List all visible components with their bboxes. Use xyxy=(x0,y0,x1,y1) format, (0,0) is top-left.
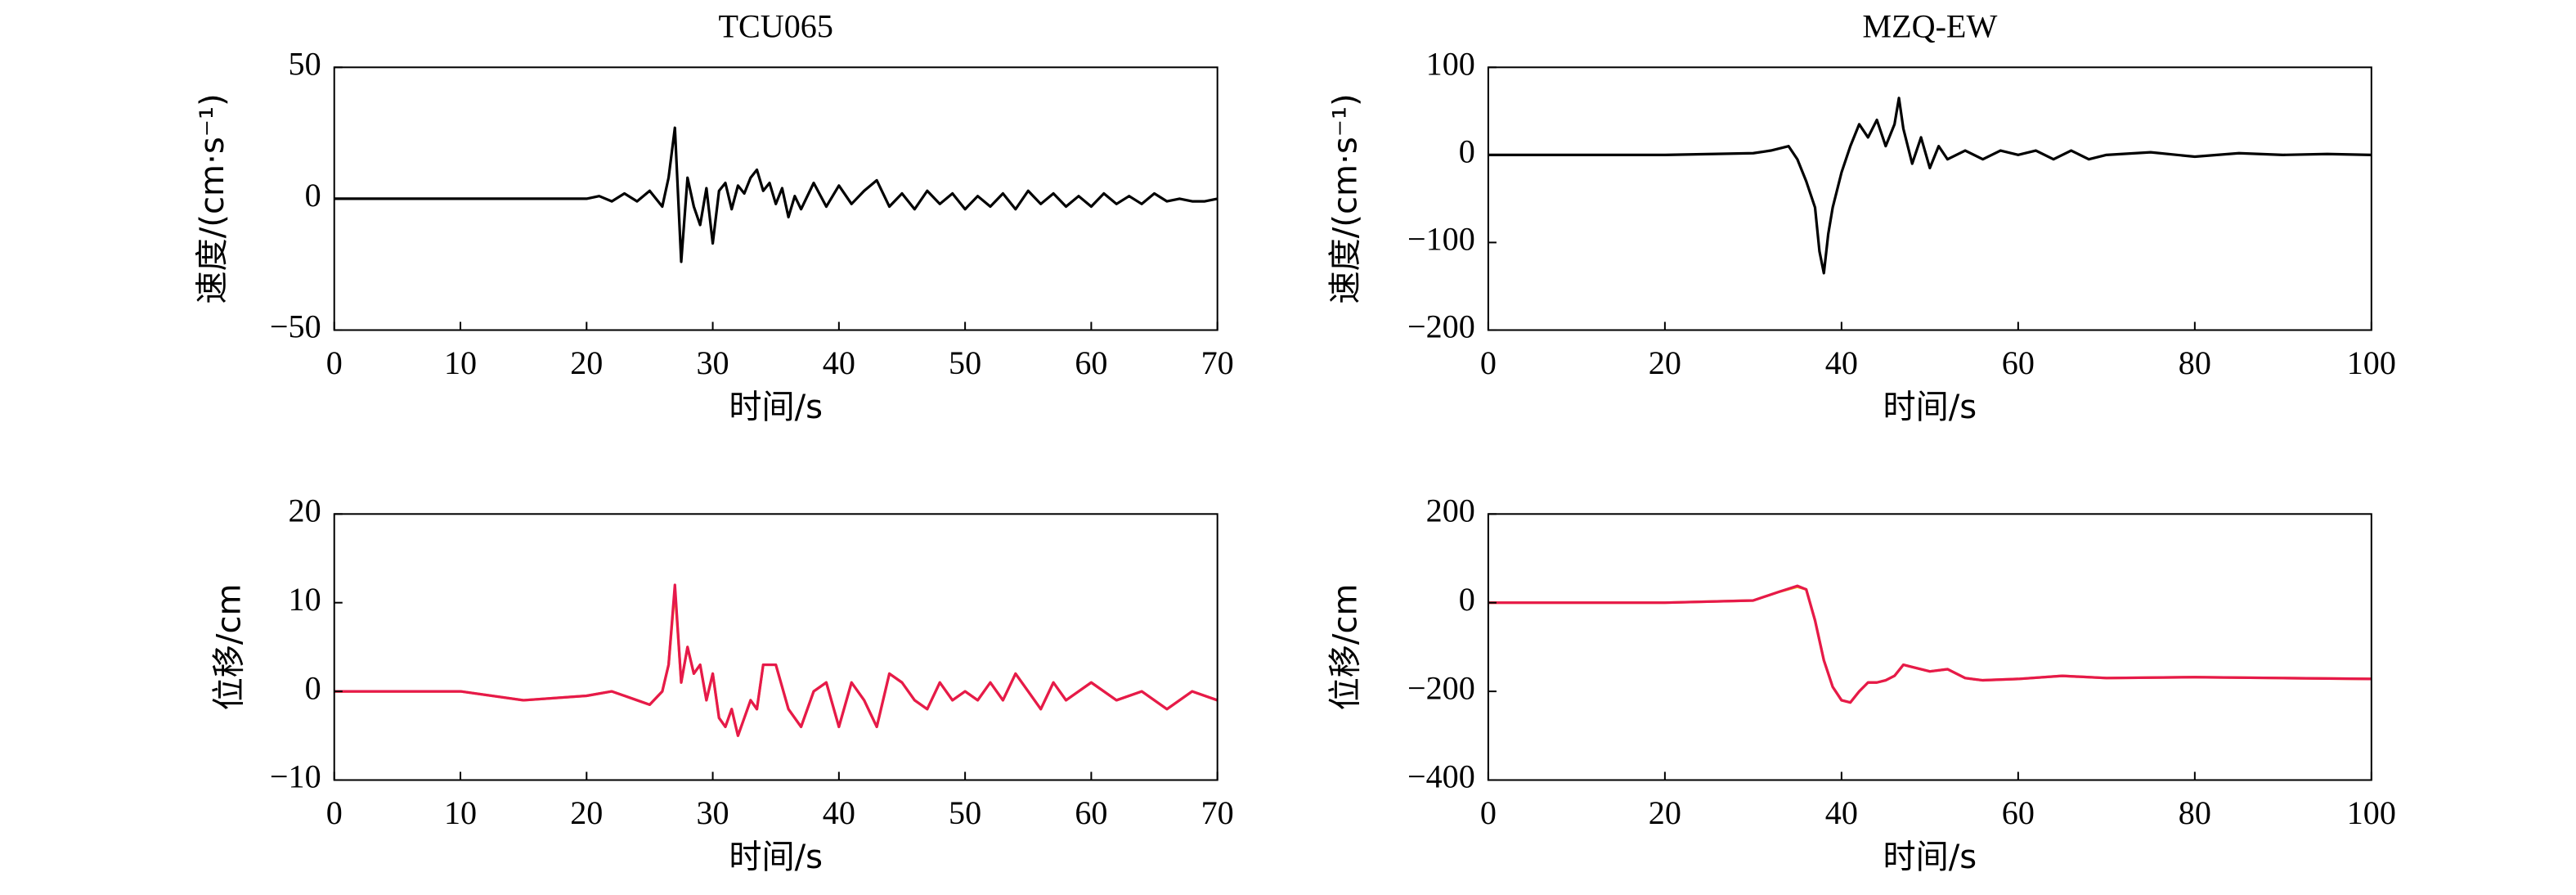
chart-title: TCU065 xyxy=(718,7,832,44)
y-tick-label: 100 xyxy=(1426,46,1475,83)
y-tick-label: 0 xyxy=(1459,581,1475,618)
y-tick-label: 10 xyxy=(289,581,321,618)
x-tick-label: 20 xyxy=(1649,344,1681,381)
y-tick-label: −200 xyxy=(1407,669,1475,706)
data-line xyxy=(1488,97,2372,275)
x-tick-label: 50 xyxy=(949,794,981,831)
y-tick-label: −50 xyxy=(270,308,321,345)
x-tick-label: 60 xyxy=(1075,794,1107,831)
y-tick-label: 0 xyxy=(305,669,321,706)
x-tick-label: 40 xyxy=(1825,794,1858,831)
plot-frame xyxy=(333,513,1218,781)
x-tick-label: 80 xyxy=(2179,794,2211,831)
data-line xyxy=(334,587,1218,737)
y-tick-label: 200 xyxy=(1426,492,1475,529)
x-axis-label: 时间/s xyxy=(1883,389,1977,426)
x-tick-label: 70 xyxy=(1201,344,1234,381)
x-tick-label: 0 xyxy=(1480,794,1497,831)
x-tick-label: 100 xyxy=(2347,794,2396,831)
x-tick-label: 40 xyxy=(823,344,855,381)
data-line xyxy=(1488,584,2372,704)
data-line xyxy=(1488,585,2372,704)
x-tick-label: 40 xyxy=(1825,344,1858,381)
x-tick-label: 20 xyxy=(570,344,603,381)
y-axis-label: 位移/cm xyxy=(210,583,248,710)
y-tick-label: 50 xyxy=(289,46,321,83)
x-tick-label: 20 xyxy=(1649,794,1681,831)
y-tick-label: −200 xyxy=(1407,308,1475,345)
y-tick-label: −100 xyxy=(1407,221,1475,258)
x-tick-label: 60 xyxy=(2002,344,2035,381)
x-tick-label: 10 xyxy=(444,794,477,831)
x-tick-label: 100 xyxy=(2347,344,2396,381)
x-tick-label: 30 xyxy=(697,794,729,831)
x-tick-label: 50 xyxy=(949,344,981,381)
data-line xyxy=(334,583,1218,737)
x-tick-label: 60 xyxy=(1075,344,1107,381)
x-tick-label: 10 xyxy=(444,344,477,381)
data-line xyxy=(334,126,1218,263)
x-tick-label: 70 xyxy=(1201,794,1234,831)
x-tick-label: 0 xyxy=(326,344,343,381)
x-tick-label: 60 xyxy=(2002,794,2035,831)
y-tick-label: 0 xyxy=(1459,133,1475,170)
x-tick-label: 0 xyxy=(1480,344,1497,381)
chart-title: MZQ-EW xyxy=(1862,7,1997,44)
y-axis-label: 速度/(cm·s⁻¹) xyxy=(1326,93,1364,304)
x-axis-label: 时间/s xyxy=(729,839,823,876)
y-axis-label: 位移/cm xyxy=(1326,583,1364,710)
x-tick-label: 20 xyxy=(570,794,603,831)
x-axis-label: 时间/s xyxy=(729,389,823,426)
y-tick-label: 20 xyxy=(289,492,321,529)
x-axis-label: 时间/s xyxy=(1883,839,1977,876)
x-tick-label: 40 xyxy=(823,794,855,831)
y-axis-label: 速度/(cm·s⁻¹) xyxy=(194,93,231,304)
x-tick-label: 80 xyxy=(2179,344,2211,381)
y-tick-label: −10 xyxy=(270,758,321,795)
plot-frame xyxy=(1487,513,2372,781)
x-tick-label: 0 xyxy=(326,794,343,831)
plot-frame xyxy=(1487,66,2372,331)
x-tick-label: 30 xyxy=(697,344,729,381)
y-tick-label: 0 xyxy=(305,177,321,214)
y-tick-label: −400 xyxy=(1407,758,1475,795)
